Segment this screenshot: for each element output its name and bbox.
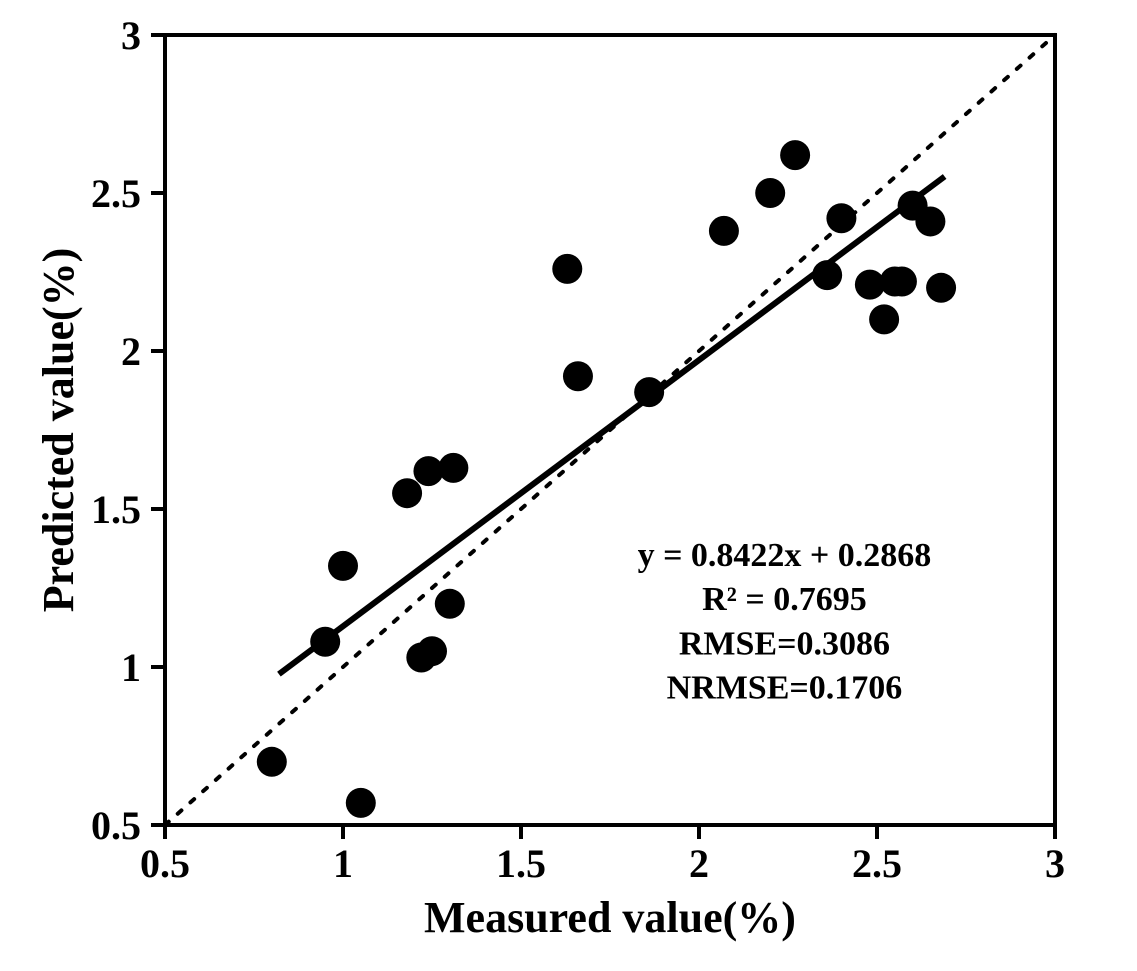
x-tick-label: 2 (689, 841, 709, 886)
y-axis-label: Predicted value(%) (34, 248, 83, 613)
y-tick-label: 0.5 (91, 803, 141, 848)
y-tick-label: 2.5 (91, 171, 141, 216)
y-tick-label: 1 (121, 645, 141, 690)
y-tick-label: 1.5 (91, 487, 141, 532)
x-tick-label: 3 (1045, 841, 1065, 886)
data-point (709, 216, 739, 246)
x-tick-label: 1 (333, 841, 353, 886)
data-point (826, 203, 856, 233)
scatter-chart: 0.5 1 1.5 2 2.5 3 0.5 1 1.5 2 2.5 3 Measured value(%… (0, 0, 1137, 971)
data-point (869, 304, 899, 334)
chart-svg: 0.5 1 1.5 2 2.5 3 0.5 1 1.5 2 2.5 3 Measured value(%… (0, 0, 1137, 971)
data-point (780, 140, 810, 170)
data-point (346, 788, 376, 818)
y-tick-label: 3 (121, 13, 141, 58)
x-tick-label: 2.5 (852, 841, 902, 886)
data-point (435, 589, 465, 619)
data-point (812, 260, 842, 290)
data-point (328, 551, 358, 581)
x-axis-label: Measured value(%) (424, 893, 796, 942)
data-point (915, 206, 945, 236)
data-point (392, 478, 422, 508)
data-point (310, 627, 340, 657)
nrmse-annotation: NRMSE=0.1706 (667, 670, 903, 707)
x-tick-label: 1.5 (496, 841, 546, 886)
r2-annotation: R² = 0.7695 (702, 581, 867, 618)
data-point (257, 747, 287, 777)
data-point (755, 178, 785, 208)
data-point (887, 266, 917, 296)
x-tick-label: 0.5 (140, 841, 190, 886)
y-tick-label: 2 (121, 329, 141, 374)
rmse-annotation: RMSE=0.3086 (679, 625, 890, 662)
data-point (926, 273, 956, 303)
equation-annotation: y = 0.8422x + 0.2868 (638, 537, 932, 574)
data-point (552, 254, 582, 284)
data-point (417, 636, 447, 666)
data-point (438, 453, 468, 483)
data-point (563, 361, 593, 391)
data-point (634, 377, 664, 407)
